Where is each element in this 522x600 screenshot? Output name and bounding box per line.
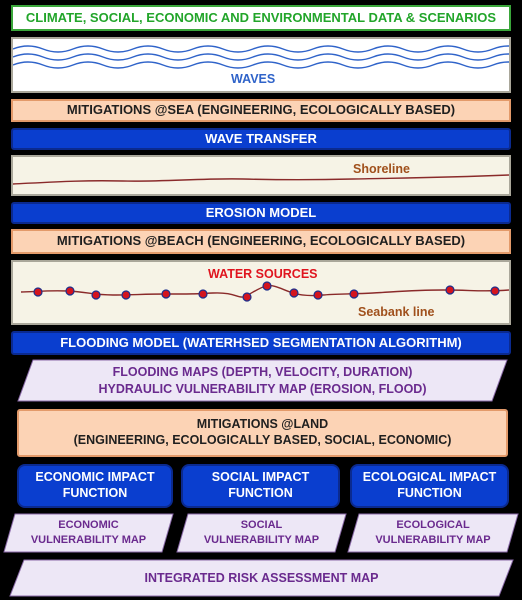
integrated-risk-text: INTEGRATED RISK ASSESSMENT MAP <box>144 570 379 585</box>
mitigations-land-line1: MITIGATIONS @LAND <box>196 417 329 432</box>
ecological-impact-line1: ECOLOGICAL IMPACT <box>362 470 497 485</box>
water-source-point <box>65 286 75 296</box>
ecological-vulnerability-line1: ECOLOGICAL <box>396 519 470 532</box>
flooding-model-box: FLOODING MODEL (WATERHSED SEGMENTATION A… <box>11 331 511 355</box>
seabank-graphic <box>20 281 509 302</box>
wave-transfer-text: WAVE TRANSFER <box>205 130 317 146</box>
water-source-point <box>121 290 131 300</box>
ecological-vulnerability-line2: VULNERABILITY MAP <box>375 534 491 546</box>
shoreline-graphic <box>13 174 509 185</box>
water-source-point <box>242 292 252 302</box>
water-source-point <box>33 287 43 297</box>
seabank-line <box>20 284 509 298</box>
mitigations-land-line2: (ENGINEERING, ECOLOGICALLY BASED, SOCIAL… <box>73 433 452 447</box>
economic-impact-line1: ECONOMIC IMPACT <box>35 470 155 485</box>
economic-impact-line2: FUNCTION <box>62 486 128 500</box>
data-scenarios-banner: CLIMATE, SOCIAL, ECONOMIC AND ENVIRONMEN… <box>11 5 511 31</box>
water-source-point <box>349 289 359 299</box>
ecological-impact-line2: FUNCTION <box>397 486 462 500</box>
data-scenarios-text: CLIMATE, SOCIAL, ECONOMIC AND ENVIRONMEN… <box>25 9 497 25</box>
social-vulnerability-line1: SOCIAL <box>240 519 283 532</box>
shoreline-panel: Shoreline <box>11 155 511 196</box>
waves-panel: WAVES <box>11 37 511 93</box>
social-vulnerability-map-box: SOCIAL VULNERABILITY MAP <box>176 513 347 553</box>
economic-vulnerability-map-box: ECONOMIC VULNERABILITY MAP <box>3 513 174 553</box>
social-vulnerability-line2: VULNERABILITY MAP <box>203 534 320 546</box>
flooding-maps-line1: FLOODING MAPS (DEPTH, VELOCITY, DURATION… <box>112 364 413 379</box>
water-source-point <box>198 289 208 299</box>
mitigations-sea-text: MITIGATIONS @SEA (ENGINEERING, ECOLOGICA… <box>66 102 456 118</box>
shoreline-label: Shoreline <box>353 162 410 176</box>
flooding-maps-line2: HYDRAULIC VULNERABILITY MAP (EROSION, FL… <box>98 381 427 396</box>
seabank-label: Seabank line <box>358 305 435 319</box>
social-impact-function-box: SOCIAL IMPACT FUNCTION <box>181 464 340 508</box>
economic-vulnerability-line2: VULNERABILITY MAP <box>30 534 147 546</box>
wave-line-3 <box>13 61 509 69</box>
water-source-points <box>33 281 500 302</box>
waves-graphic <box>13 45 509 69</box>
water-source-point <box>445 285 455 295</box>
water-source-point <box>91 290 101 300</box>
mitigations-land-box: MITIGATIONS @LAND (ENGINEERING, ECOLOGIC… <box>17 409 508 457</box>
flooding-maps-box: FLOODING MAPS (DEPTH, VELOCITY, DURATION… <box>17 359 508 402</box>
wave-line-1 <box>13 45 509 53</box>
wave-transfer-box: WAVE TRANSFER <box>11 128 511 150</box>
mitigations-sea-box: MITIGATIONS @SEA (ENGINEERING, ECOLOGICA… <box>11 99 511 122</box>
water-sources-label: WATER SOURCES <box>208 267 318 281</box>
social-impact-line1: SOCIAL IMPACT <box>211 470 310 485</box>
erosion-model-text: EROSION MODEL <box>205 204 317 220</box>
economic-vulnerability-line1: ECONOMIC <box>58 519 119 532</box>
ecological-vulnerability-map-box: ECOLOGICAL VULNERABILITY MAP <box>347 513 519 553</box>
shoreline-curve <box>13 174 509 185</box>
flooding-model-text: FLOODING MODEL (WATERHSED SEGMENTATION A… <box>60 334 462 350</box>
economic-impact-function-box: ECONOMIC IMPACT FUNCTION <box>17 464 173 508</box>
water-sources-panel: WATER SOURCES Seabank line <box>11 260 511 325</box>
water-source-point <box>313 290 323 300</box>
social-impact-line2: FUNCTION <box>228 486 293 500</box>
water-source-point <box>289 288 299 298</box>
mitigations-beach-text: MITIGATIONS @BEACH (ENGINEERING, ECOLOGI… <box>56 233 466 249</box>
water-source-point <box>161 289 171 299</box>
wave-line-2 <box>13 53 509 61</box>
integrated-risk-map-box: INTEGRATED RISK ASSESSMENT MAP <box>9 559 514 597</box>
ecological-impact-function-box: ECOLOGICAL IMPACT FUNCTION <box>350 464 509 508</box>
water-source-point <box>262 281 272 291</box>
water-source-point <box>490 286 500 296</box>
waves-label: WAVES <box>231 72 276 86</box>
mitigations-beach-box: MITIGATIONS @BEACH (ENGINEERING, ECOLOGI… <box>11 229 511 254</box>
erosion-model-box: EROSION MODEL <box>11 202 511 224</box>
